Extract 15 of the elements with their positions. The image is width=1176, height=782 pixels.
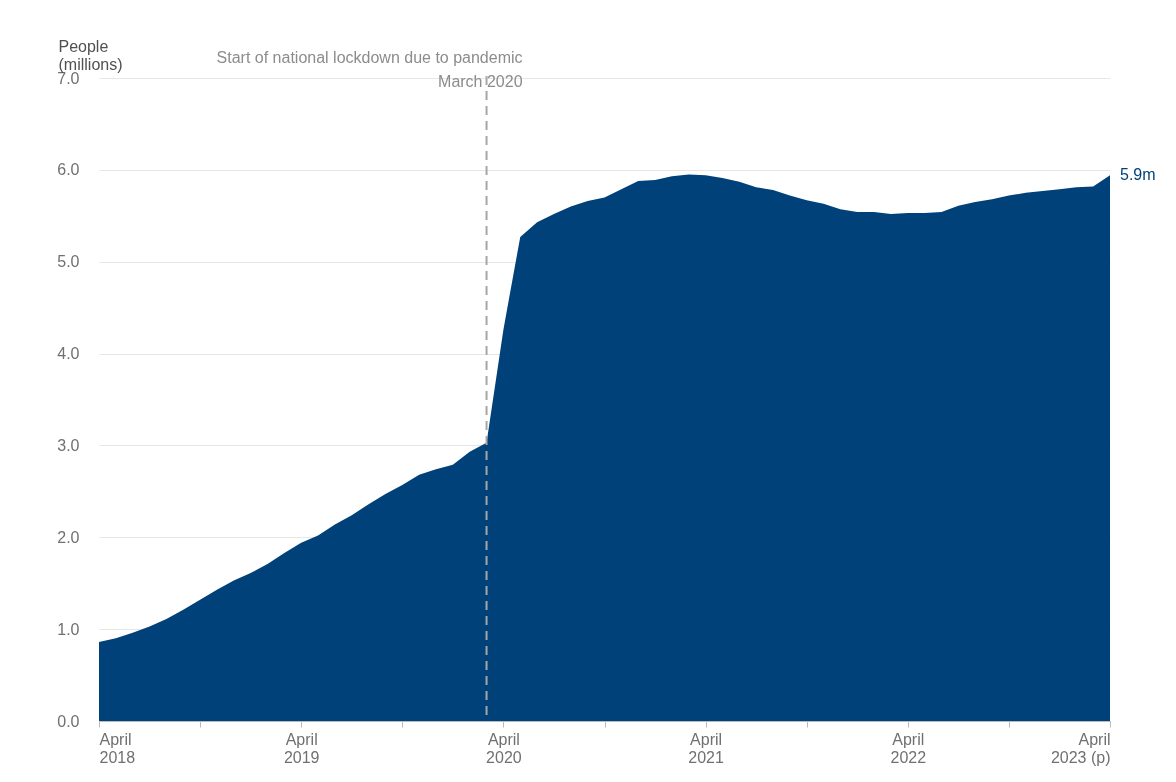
y-tick-label: 4.0 <box>57 345 80 363</box>
x-tick-label: April 2021 <box>688 730 724 766</box>
x-tick-label: April 2018 <box>99 730 136 766</box>
y-tick-label: 3.0 <box>57 436 80 454</box>
y-tick-label: 5.0 <box>57 253 80 271</box>
x-tick-label: April 2019 <box>283 730 320 766</box>
y-tick-label: 2.0 <box>57 528 80 546</box>
y-tick-label: 1.0 <box>57 620 80 638</box>
y-tick-label: 0.0 <box>57 712 80 730</box>
annotation: 5.9m <box>1120 166 1156 184</box>
y-tick-label: 6.0 <box>57 161 80 179</box>
x-tick-label: April 2023 (p) <box>1050 730 1111 766</box>
ref-line-label: Start of national lockdown due to pandemic March 2020 <box>216 49 523 90</box>
x-tick-label: April 2020 <box>486 730 522 766</box>
x-tick-label: April 2022 <box>890 730 927 766</box>
